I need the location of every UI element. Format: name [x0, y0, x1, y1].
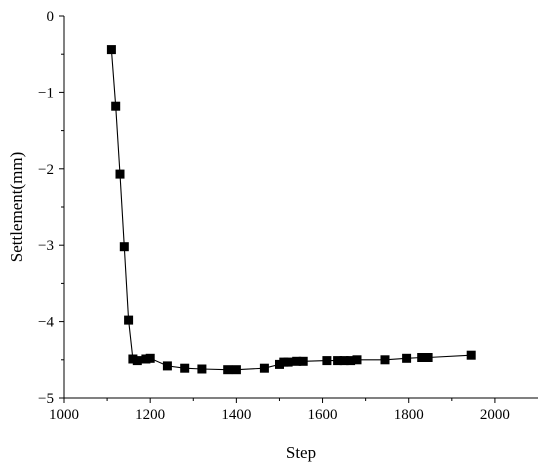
- x-tick-label: 1200: [135, 407, 165, 423]
- axes-layer: 1000 1200 1400 1600 1800 2000 0 −1 −2 −3 −4 −5: [38, 9, 538, 423]
- data-point-marker: [197, 364, 207, 374]
- data-point-marker: [292, 356, 302, 366]
- data-point-marker: [115, 169, 125, 179]
- data-point-marker: [111, 101, 121, 111]
- data-point-marker: [124, 315, 134, 325]
- data-point-marker: [162, 361, 172, 371]
- data-point-marker: [333, 356, 343, 366]
- data-point-marker: [466, 350, 476, 360]
- x-axis-label: Step: [286, 443, 316, 462]
- x-tick-label: 1400: [221, 407, 251, 423]
- data-point-marker: [346, 356, 356, 366]
- data-point-marker: [106, 45, 116, 55]
- y-tick-label: −1: [38, 85, 54, 101]
- y-tick-label: −4: [38, 315, 54, 331]
- data-point-marker: [402, 353, 412, 363]
- y-tick-label: −2: [38, 162, 54, 178]
- series-layer: [106, 45, 476, 375]
- data-point-marker: [180, 363, 190, 373]
- data-point-marker: [423, 353, 433, 362]
- data-point-marker: [132, 356, 142, 366]
- x-tick-label: 1000: [49, 407, 79, 423]
- data-point-marker: [145, 353, 155, 363]
- data-point-marker: [322, 356, 332, 366]
- data-point-marker: [119, 242, 129, 252]
- x-tick-label: 1800: [394, 407, 424, 423]
- data-point-marker: [339, 356, 349, 366]
- y-axis-label: Settlement(mm): [7, 152, 26, 262]
- data-point-marker: [259, 363, 269, 373]
- series-line: [110, 49, 472, 371]
- y-tick-label: −3: [38, 238, 54, 254]
- x-tick-label: 2000: [480, 407, 510, 423]
- data-point-marker: [380, 355, 390, 365]
- data-point-marker: [283, 357, 293, 367]
- data-point-marker: [231, 365, 241, 375]
- data-point-marker: [352, 355, 362, 365]
- x-tick-label: 1600: [308, 407, 338, 423]
- data-point-marker: [223, 365, 233, 375]
- data-point-marker: [417, 353, 427, 362]
- y-tick-label: 0: [47, 9, 55, 25]
- data-point-marker: [298, 356, 308, 366]
- y-tick-label: −5: [38, 391, 54, 407]
